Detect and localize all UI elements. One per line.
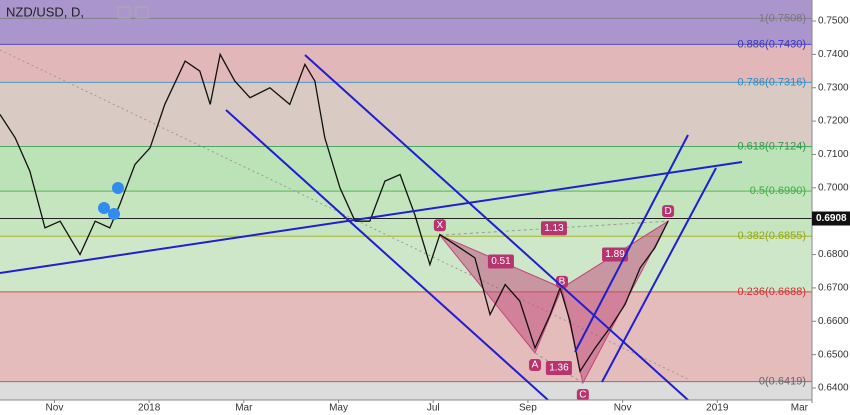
- fib-band: [0, 191, 812, 237]
- trend-lines: [0, 54, 743, 401]
- p-marker: [108, 208, 120, 220]
- ratio-box: [540, 221, 567, 236]
- title-icon: [135, 6, 149, 19]
- pattern-point: [529, 358, 542, 371]
- fib-band: [0, 146, 812, 192]
- fib-label: 0.618(0.7124): [738, 140, 807, 152]
- chart-title: NZD/USD, D,: [6, 4, 84, 19]
- ratio-box: [602, 247, 629, 262]
- pattern-point-label: A: [532, 360, 539, 371]
- fib-band: [0, 291, 812, 382]
- x-tick-label: 2018: [138, 403, 161, 414]
- last-price-label: 0.6908: [816, 213, 847, 224]
- fib-band: [0, 0, 812, 19]
- ratio-box: [487, 254, 514, 269]
- y-tick-label: 0.6600: [818, 316, 849, 327]
- pattern-point-label: B: [559, 277, 566, 288]
- y-tick-label: 0.6400: [818, 383, 849, 394]
- x-tick-label: Nov: [46, 403, 64, 414]
- p-markers: [98, 182, 124, 220]
- pattern-point-label: C: [579, 390, 586, 401]
- fib-label: 0(0.6419): [759, 376, 806, 388]
- fib-label: 0.5(0.6990): [750, 185, 806, 197]
- y-tick-label: 0.7200: [818, 116, 849, 127]
- fib-band: [0, 44, 812, 83]
- channel-line: [574, 134, 689, 353]
- channel-line: [601, 167, 717, 383]
- x-tick-label: Mar: [791, 403, 809, 414]
- x-tick-label: Mar: [235, 403, 253, 414]
- pattern-point: [576, 388, 589, 401]
- y-tick-label: 0.7300: [818, 82, 849, 93]
- y-tick-label: 0.6800: [818, 249, 849, 260]
- ratio-label: 1.13: [544, 223, 564, 234]
- fib-label: 1(0.7508): [759, 12, 806, 24]
- ratio-label: 1.89: [605, 249, 625, 260]
- axes: 0.64000.65000.66000.67000.68000.69000.70…: [46, 16, 850, 414]
- x-tick-label: 2019: [706, 403, 729, 414]
- fib-band: [0, 236, 812, 292]
- fib-band: [0, 82, 812, 147]
- y-tick-label: 0.7100: [818, 149, 849, 160]
- pattern-point: [662, 205, 675, 218]
- ratio-label: 0.51: [491, 256, 511, 267]
- title-icon: [117, 6, 131, 19]
- y-axis-area: [812, 0, 850, 415]
- p-marker: [98, 202, 110, 214]
- ratio-label: 1.36: [549, 363, 569, 374]
- p-marker: [112, 182, 124, 194]
- last-price-tag: [812, 211, 850, 226]
- x-tick-label: Nov: [614, 403, 632, 414]
- y-tick-label: 0.7500: [818, 16, 849, 27]
- y-tick-label: 0.7400: [818, 49, 849, 60]
- y-tick-label: 0.6700: [818, 283, 849, 294]
- x-axis-area: [0, 400, 812, 415]
- fib-band: [0, 18, 812, 45]
- fib-label: 0.382(0.6855): [738, 230, 807, 242]
- y-tick-label: 0.6500: [818, 349, 849, 360]
- pattern-point-label: D: [664, 206, 671, 217]
- x-tick-label: May: [329, 403, 348, 414]
- x-tick-label: Sep: [519, 403, 537, 414]
- fib-label: 0.236(0.6688): [738, 286, 807, 298]
- channel-line: [225, 109, 549, 401]
- fib-bands: 1(0.7508) 0.886(0.7430) 0.786(0.7316) 0.618…: [0, 0, 812, 388]
- fib-label: 0.786(0.7316): [738, 76, 807, 88]
- y-tick-label: 0.7000: [818, 182, 849, 193]
- pattern-point-label: X: [437, 220, 444, 231]
- x-tick-label: Jul: [427, 403, 440, 414]
- pattern-point: [433, 219, 446, 232]
- fib-label: 0.886(0.7430): [738, 38, 807, 50]
- ratio-box: [545, 360, 572, 375]
- trend-line: [0, 161, 743, 274]
